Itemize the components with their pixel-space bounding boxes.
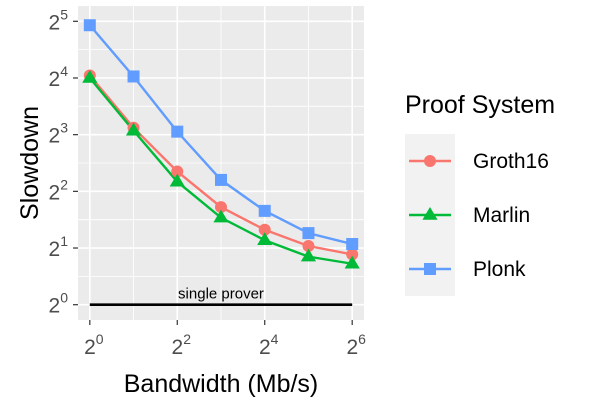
- point-marlin: [213, 209, 229, 223]
- point-groth16: [346, 248, 359, 261]
- point-plonk: [215, 173, 227, 186]
- y-tick-label: 20: [49, 290, 69, 318]
- y-tick-label: 24: [49, 63, 69, 91]
- legend-key-marker-marlin: [422, 207, 438, 220]
- y-axis-title: Slowdown: [16, 106, 44, 220]
- legend-item-marlin: Marlin: [409, 204, 530, 227]
- legend-item-plonk: Plonk: [409, 258, 526, 281]
- legend-key-marker-groth16: [424, 155, 436, 167]
- point-marlin: [125, 122, 142, 136]
- y-tick-label: 22: [49, 176, 69, 204]
- legend-label-plonk: Plonk: [473, 258, 526, 281]
- legend-key-marker-plonk: [424, 263, 436, 275]
- x-tick-label: 20: [84, 331, 104, 359]
- legend: Proof System Groth16 Marlin Plonk: [405, 91, 555, 296]
- major-gridlines: [78, 6, 364, 320]
- point-marlin: [344, 255, 360, 269]
- point-marlin: [257, 232, 273, 246]
- point-plonk: [171, 125, 184, 138]
- point-plonk: [302, 227, 315, 240]
- x-tick-label: 24: [259, 331, 279, 359]
- legend-title: Proof System: [405, 91, 555, 119]
- point-marlin: [300, 248, 317, 262]
- series-points: [82, 19, 360, 269]
- x-tick-label: 22: [172, 331, 192, 359]
- point-plonk: [127, 70, 140, 83]
- point-groth16: [258, 223, 271, 236]
- x-axis-ticks: 20 22 24 26: [84, 320, 366, 359]
- x-tick-label: 26: [346, 331, 366, 359]
- point-marlin: [169, 173, 185, 187]
- point-groth16: [302, 239, 315, 252]
- point-groth16: [171, 165, 184, 178]
- y-tick-label: 25: [49, 6, 69, 34]
- point-plonk: [83, 19, 96, 32]
- point-plonk: [346, 238, 359, 251]
- single-prover-label: single prover: [178, 286, 264, 303]
- y-axis-ticks: 20 21 22 23 24 25: [49, 6, 78, 318]
- point-marlin: [82, 69, 98, 83]
- reference-line: single prover: [89, 286, 353, 306]
- legend-label-marlin: Marlin: [473, 204, 530, 227]
- y-tick-label: 21: [49, 233, 69, 261]
- minor-gridlines: [78, 6, 364, 320]
- y-tick-label: 23: [49, 120, 69, 148]
- legend-label-groth16: Groth16: [473, 150, 549, 173]
- point-plonk: [258, 204, 271, 217]
- legend-item-groth16: Groth16: [409, 150, 549, 173]
- x-axis-title: Bandwidth (Mb/s): [124, 370, 319, 398]
- point-groth16: [215, 201, 227, 214]
